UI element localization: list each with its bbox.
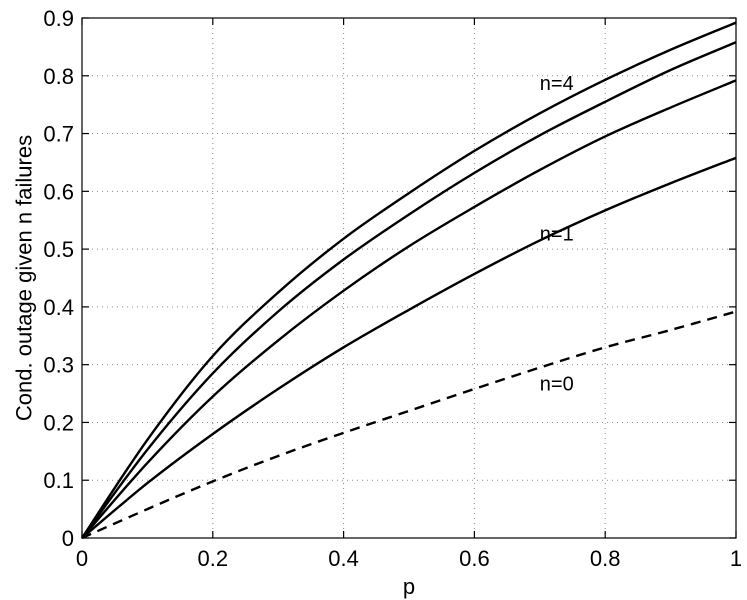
y-axis-label: Cond. outage given n failures	[12, 135, 37, 421]
series-annotation: n=4	[540, 73, 574, 95]
data-series	[81, 21, 737, 540]
axis-ticks	[81, 17, 737, 539]
series-line-5	[81, 21, 737, 539]
y-tick-label: 0	[62, 526, 74, 551]
y-tick-label: 0.1	[43, 468, 74, 493]
x-axis-label: p	[403, 574, 415, 599]
x-tick-label: 0	[76, 546, 88, 571]
x-tick-label: 0.6	[459, 546, 490, 571]
y-tick-label: 0.6	[43, 179, 74, 204]
series-line-2	[81, 156, 737, 539]
series-line-4	[81, 41, 737, 539]
y-tick-label: 0.3	[43, 353, 74, 378]
plot-frame	[81, 17, 737, 539]
y-tick-label: 0.2	[43, 410, 74, 435]
series-annotation: n=1	[540, 223, 574, 245]
y-tick-label: 0.9	[43, 6, 74, 31]
x-tick-label: 0.2	[198, 546, 229, 571]
x-tick-label: 0.4	[328, 546, 359, 571]
x-tick-label: 0.8	[590, 546, 621, 571]
tick-labels: 0 0.2 0.4 0.6 0.8 1 0 0.1 0.2 0.3 0.4 0.5 0.6 0.7 0.8 0…	[43, 6, 742, 571]
y-tick-label: 0.7	[43, 122, 74, 147]
y-tick-label: 0.4	[43, 295, 74, 320]
y-tick-label: 0.5	[43, 237, 74, 262]
grid-lines	[82, 18, 736, 538]
y-tick-label: 0.8	[43, 64, 74, 89]
series-annotations: n=4 n=1 n=0	[540, 73, 574, 395]
series-line-3	[81, 79, 737, 539]
series-annotation: n=0	[540, 374, 574, 396]
series-line-1	[81, 310, 737, 540]
x-tick-label: 1	[730, 546, 742, 571]
